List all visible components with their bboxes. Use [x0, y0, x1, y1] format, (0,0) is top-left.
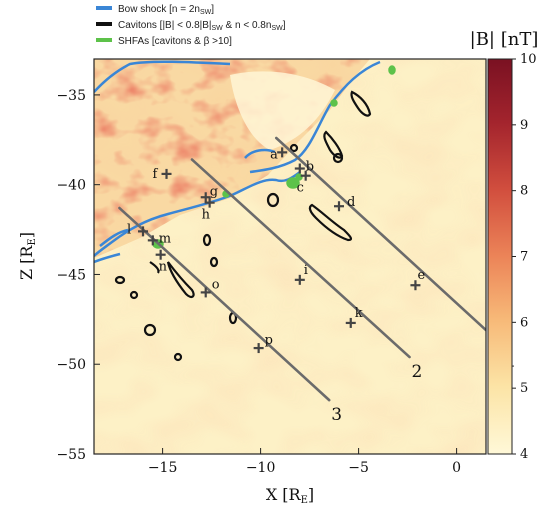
point-label-b: b — [306, 160, 314, 175]
colorbar-tick-label-6: 4 — [520, 447, 528, 462]
point-k: k — [345, 306, 363, 328]
point-label-p: p — [265, 333, 273, 348]
point-c: c — [297, 170, 311, 196]
low-field-patch — [230, 71, 335, 150]
legend-entry-1: Cavitons [|B| < 0.8|B|SW & n < 0.8nSW] — [118, 20, 286, 32]
x-tick-label-3: 0 — [452, 460, 461, 476]
point-f: f — [153, 167, 172, 182]
point-m: m — [147, 231, 171, 246]
point-label-h: h — [202, 208, 211, 223]
legend-entry-2: SHFAs [cavitons & β >10] — [118, 36, 232, 47]
x-axis-title: X [RE] — [266, 485, 314, 506]
point-label-f: f — [153, 167, 159, 182]
point-label-l: l — [127, 222, 131, 237]
point-p: p — [253, 333, 273, 354]
colorbar-title: |B| [nT] — [470, 29, 539, 50]
point-g: g — [200, 184, 218, 203]
point-e: e — [410, 268, 425, 291]
plot-frame — [93, 58, 487, 455]
virtual-line-2 — [190, 158, 411, 359]
point-o: o — [200, 277, 220, 298]
y-axis: −35 −40 −45 −50 −55 — [56, 88, 100, 463]
point-label-n: n — [159, 260, 168, 275]
line-number-3: 3 — [331, 405, 342, 425]
line-number-2: 2 — [412, 362, 423, 382]
y-tick-label-4: −55 — [56, 447, 86, 463]
colorbar-tick-label-1: 9 — [520, 118, 528, 133]
point-label-m: m — [159, 231, 171, 246]
colorbar-tick-label-5: 5 — [520, 381, 528, 396]
point-i: i — [294, 263, 308, 285]
x-axis: −15 −10 −5 0 — [148, 448, 461, 476]
x-tick-label-1: −10 — [246, 460, 276, 476]
point-a: a — [270, 147, 288, 162]
point-label-e: e — [417, 268, 425, 283]
y-axis-title: Z [RE] — [17, 232, 38, 280]
colorbar-tick-label-0: 10 — [520, 52, 537, 67]
point-d: d — [334, 195, 355, 212]
bow-shock-contour — [94, 60, 381, 264]
colorbar: 10 9 8 7 6 5 4 |B| [nT] — [470, 29, 539, 462]
y-tick-label-3: −50 — [56, 357, 86, 373]
point-l: l — [127, 222, 148, 237]
colorbar-ramp — [487, 58, 513, 455]
y-tick-label-0: −35 — [56, 88, 86, 104]
colorbar-tick-label-2: 8 — [520, 184, 528, 199]
point-n: n — [155, 249, 168, 275]
colorbar-tick-label-3: 7 — [520, 250, 528, 265]
legend: Bow shock [n = 2nSW] Cavitons [|B| < 0.8|… — [96, 4, 286, 47]
virtual-line-1 — [274, 136, 486, 332]
point-label-d: d — [347, 195, 355, 210]
point-h: h — [202, 197, 215, 223]
x-tick-label-2: −5 — [348, 460, 369, 476]
point-label-g: g — [210, 184, 218, 199]
caviton-contours — [114, 90, 372, 362]
plot-area: a bc d e f gh i k l mn o p — [94, 59, 486, 454]
point-label-i: i — [304, 263, 308, 278]
y-tick-label-2: −45 — [56, 267, 86, 283]
legend-entry-0: Bow shock [n = 2nSW] — [118, 4, 214, 16]
point-label-k: k — [355, 306, 363, 321]
point-label-a: a — [270, 147, 278, 162]
sample-points: a bc d e f gh i k l mn o p — [127, 147, 425, 354]
point-label-c: c — [297, 181, 304, 196]
y-tick-label-1: −40 — [56, 178, 86, 194]
colorbar-tick-label-4: 6 — [520, 315, 528, 330]
point-label-o: o — [212, 277, 220, 292]
point-b: b — [294, 160, 314, 175]
x-tick-label-0: −15 — [148, 460, 178, 476]
colorbar-ticks: 10 9 8 7 6 5 4 — [512, 52, 537, 462]
